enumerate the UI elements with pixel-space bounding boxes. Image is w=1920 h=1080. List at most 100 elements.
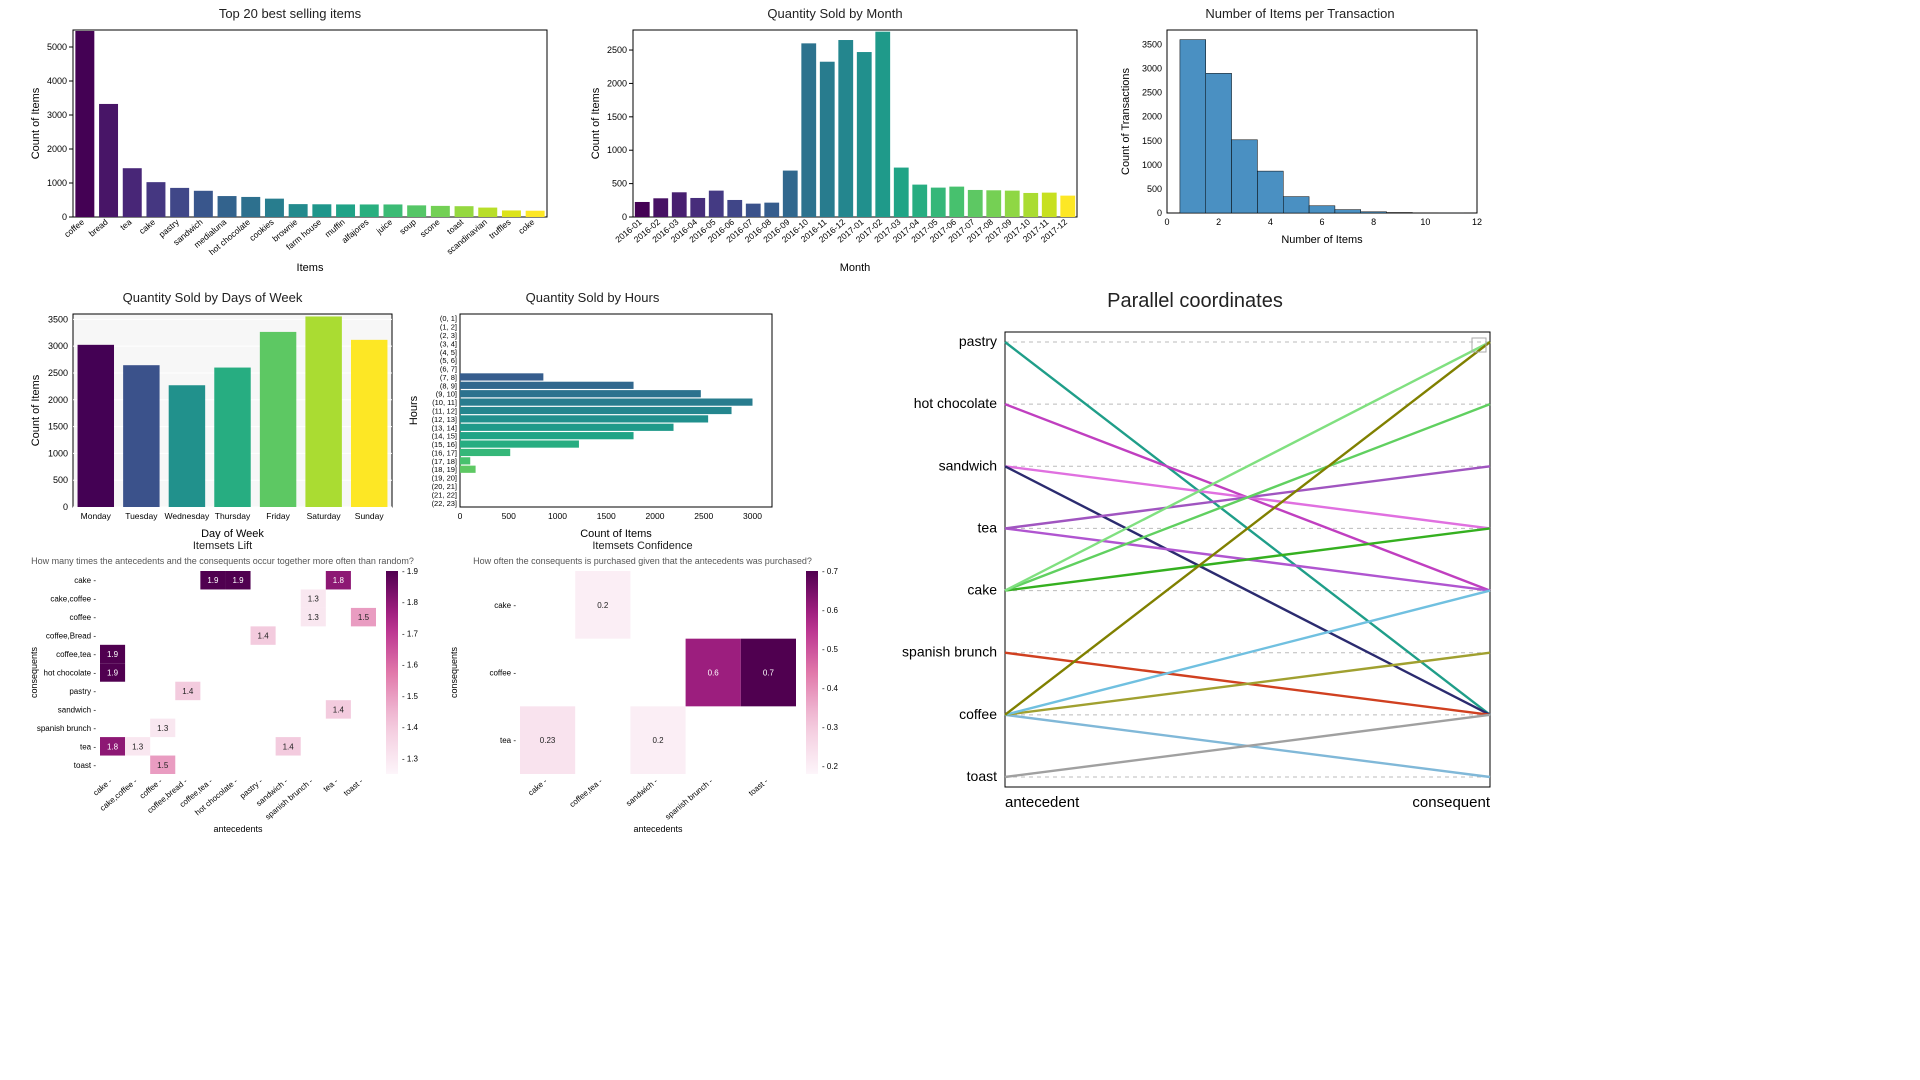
svg-text:12: 12 [1472, 217, 1482, 227]
svg-text:toast: toast [967, 768, 997, 784]
svg-text:Number of Items: Number of Items [1281, 234, 1363, 245]
lift-title: Itemsets Lift [25, 540, 420, 552]
svg-text:1.9: 1.9 [232, 576, 244, 585]
svg-text:Day of Week: Day of Week [201, 528, 264, 539]
svg-text:Count of Items: Count of Items [580, 528, 652, 539]
svg-text:1500: 1500 [597, 511, 616, 521]
svg-text:spanish brunch -: spanish brunch - [663, 776, 714, 821]
svg-text:1.3: 1.3 [132, 742, 144, 751]
svg-text:soup: soup [397, 217, 418, 237]
svg-text:3000: 3000 [47, 110, 67, 120]
svg-text:coffee -: coffee - [489, 669, 516, 678]
svg-text:1.9: 1.9 [107, 650, 119, 659]
svg-text:antecedents: antecedents [633, 824, 683, 834]
svg-text:0: 0 [63, 502, 68, 512]
svg-text:toast -: toast - [747, 776, 770, 797]
svg-text:cookies: cookies [247, 217, 276, 243]
svg-text:0.2: 0.2 [652, 736, 664, 745]
svg-text:- 0.5: - 0.5 [822, 645, 839, 654]
svg-text:coffee,tea -: coffee,tea - [56, 650, 96, 659]
svg-text:hot chocolate: hot chocolate [914, 395, 997, 411]
svg-text:- 0.7: - 0.7 [822, 567, 839, 576]
svg-text:spanish brunch: spanish brunch [902, 644, 997, 660]
svg-text:2000: 2000 [607, 78, 627, 88]
svg-text:1500: 1500 [607, 112, 627, 122]
lift-subtitle: How many times the antecedents and the c… [25, 556, 420, 566]
svg-text:500: 500 [1147, 184, 1162, 194]
chart-dow: Quantity Sold by Days of Week 0500100015… [25, 290, 400, 539]
svg-text:antecedent: antecedent [1005, 794, 1080, 811]
svg-text:1500: 1500 [48, 422, 68, 432]
svg-text:6: 6 [1319, 217, 1324, 227]
svg-text:0: 0 [1157, 208, 1162, 218]
svg-text:8: 8 [1371, 217, 1376, 227]
chart-conf: Itemsets Confidence How often the conseq… [445, 540, 840, 836]
chart-hist: Number of Items per Transaction 05001000… [1115, 6, 1485, 245]
svg-text:- 1.9: - 1.9 [402, 567, 419, 576]
svg-text:4: 4 [1268, 217, 1273, 227]
svg-text:bread: bread [87, 217, 110, 239]
parallel-title: Parallel coordinates [870, 290, 1520, 313]
svg-text:coffee -: coffee - [69, 613, 96, 622]
svg-text:- 1.4: - 1.4 [402, 723, 419, 732]
svg-text:3000: 3000 [48, 341, 68, 351]
svg-text:- 1.8: - 1.8 [402, 598, 419, 607]
monthly-title: Quantity Sold by Month [585, 6, 1085, 21]
svg-text:0.7: 0.7 [763, 669, 775, 678]
svg-text:Friday: Friday [266, 511, 290, 521]
svg-text:tea -: tea - [500, 736, 516, 745]
svg-text:2500: 2500 [694, 511, 713, 521]
svg-text:(22, 23]: (22, 23] [432, 499, 457, 508]
svg-text:tea -: tea - [80, 742, 96, 751]
svg-text:1.4: 1.4 [283, 742, 295, 751]
svg-text:antecedents: antecedents [213, 824, 263, 834]
svg-text:sandwich: sandwich [939, 457, 997, 473]
hist-title: Number of Items per Transaction [1115, 6, 1485, 21]
svg-text:Month: Month [840, 262, 871, 274]
svg-text:- 0.2: - 0.2 [822, 762, 839, 771]
svg-text:1000: 1000 [48, 448, 68, 458]
svg-text:1.9: 1.9 [207, 576, 219, 585]
svg-text:coffee: coffee [959, 706, 997, 722]
svg-text:4000: 4000 [47, 76, 67, 86]
svg-text:3500: 3500 [48, 314, 68, 324]
top20-title: Top 20 best selling items [25, 6, 555, 21]
svg-text:0.2: 0.2 [597, 601, 609, 610]
svg-text:hot chocolate -: hot chocolate - [44, 669, 97, 678]
svg-text:1.9: 1.9 [107, 669, 119, 678]
svg-text:500: 500 [53, 475, 68, 485]
svg-text:alfajores: alfajores [339, 217, 370, 245]
svg-text:- 1.6: - 1.6 [402, 661, 419, 670]
svg-text:consequents: consequents [449, 646, 459, 698]
svg-text:cake -: cake - [494, 601, 516, 610]
svg-text:spanish brunch -: spanish brunch - [37, 724, 96, 733]
svg-text:1000: 1000 [548, 511, 567, 521]
svg-text:0: 0 [1164, 217, 1169, 227]
svg-text:0: 0 [622, 212, 627, 222]
hours-title: Quantity Sold by Hours [405, 290, 780, 305]
svg-text:1.5: 1.5 [358, 613, 370, 622]
svg-text:cake -: cake - [74, 576, 96, 585]
svg-text:pastry -: pastry - [69, 687, 96, 696]
svg-text:cake: cake [967, 582, 997, 598]
svg-text:Monday: Monday [81, 511, 112, 521]
svg-text:- 1.7: - 1.7 [402, 629, 419, 638]
svg-text:2500: 2500 [607, 45, 627, 55]
svg-text:1.5: 1.5 [157, 761, 169, 770]
svg-text:tea -: tea - [322, 776, 340, 793]
svg-text:500: 500 [502, 511, 516, 521]
svg-text:1.4: 1.4 [182, 687, 194, 696]
svg-text:Thursday: Thursday [215, 511, 251, 521]
svg-text:cake -: cake - [526, 776, 549, 797]
svg-text:2: 2 [1216, 217, 1221, 227]
svg-text:0.6: 0.6 [708, 669, 720, 678]
svg-text:tea: tea [978, 519, 998, 535]
svg-text:sandwich -: sandwich - [58, 705, 97, 714]
svg-text:2500: 2500 [1142, 88, 1162, 98]
svg-text:3500: 3500 [1142, 39, 1162, 49]
svg-text:toast -: toast - [74, 761, 97, 770]
svg-text:Count of Items: Count of Items [590, 87, 602, 159]
svg-text:500: 500 [612, 179, 627, 189]
svg-text:- 0.4: - 0.4 [822, 684, 839, 693]
svg-text:0.23: 0.23 [540, 736, 556, 745]
